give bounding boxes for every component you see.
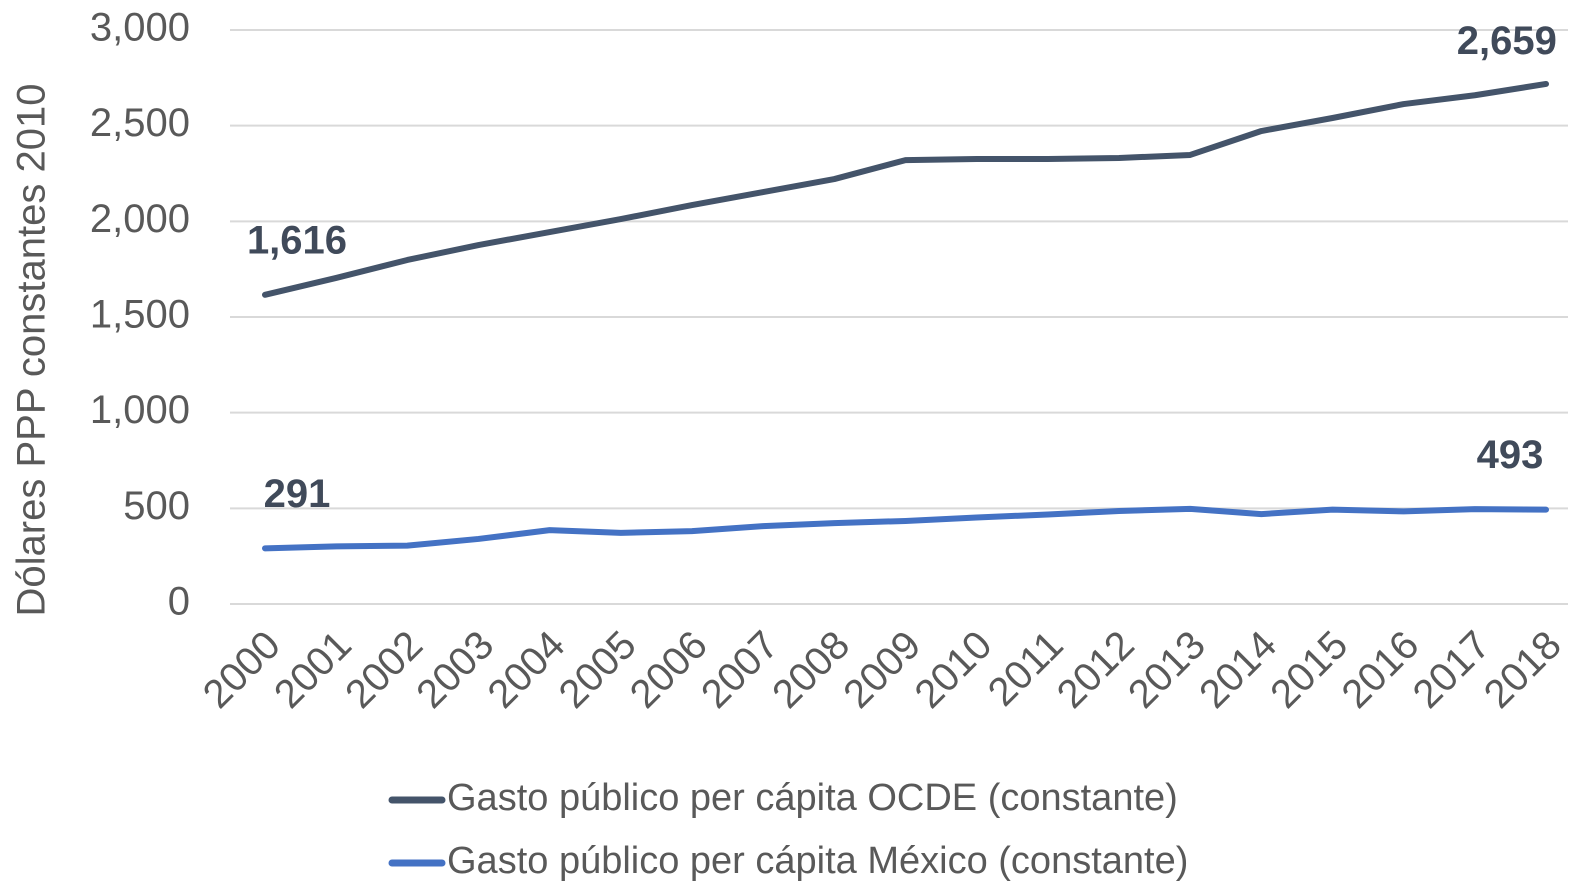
x-tick-label: 2010 [906, 623, 1000, 717]
x-tick-label: 2011 [980, 623, 1072, 715]
x-tick-label: 2000 [195, 623, 289, 717]
data-label: 1,616 [247, 218, 347, 262]
y-tick-label: 500 [123, 484, 190, 528]
y-axis-label: Dólares PPP constantes 2010 [10, 84, 54, 617]
x-tick-label: 2006 [622, 623, 716, 717]
data-label: 291 [264, 472, 331, 516]
x-tick-label: 2008 [764, 623, 858, 717]
x-tick-label: 2001 [266, 623, 360, 717]
series-line [262, 80, 1549, 298]
x-tick-label: 2003 [408, 623, 502, 717]
y-tick-label: 1,000 [90, 388, 190, 432]
y-tick-label: 2,500 [90, 101, 190, 145]
x-tick-label: 2013 [1120, 623, 1214, 717]
x-tick-label: 2017 [1405, 623, 1499, 717]
x-tick-label: 2005 [551, 623, 645, 717]
y-tick-label: 1,500 [90, 293, 190, 337]
legend-label: Gasto público per cápita México (constan… [447, 840, 1188, 882]
x-tick-label: 2014 [1191, 623, 1285, 717]
y-tick-label: 2,000 [90, 197, 190, 241]
x-tick-label: 2012 [1049, 623, 1143, 717]
x-tick-label: 2007 [693, 623, 787, 717]
data-label: 2,659 [1457, 19, 1557, 63]
x-tick-label: 2009 [835, 623, 929, 717]
x-tick-label: 2016 [1333, 623, 1427, 717]
legend-label: Gasto público per cápita OCDE (constante… [447, 777, 1178, 819]
data-label: 493 [1477, 433, 1544, 477]
x-tick-label: 2004 [479, 623, 573, 717]
y-tick-label: 3,000 [90, 6, 190, 50]
x-tick-label: 2015 [1262, 623, 1356, 717]
x-tick-label: 2002 [337, 623, 431, 717]
y-tick-label: 0 [168, 580, 190, 624]
series-line [262, 505, 1549, 552]
x-tick-label: 2018 [1476, 623, 1570, 717]
